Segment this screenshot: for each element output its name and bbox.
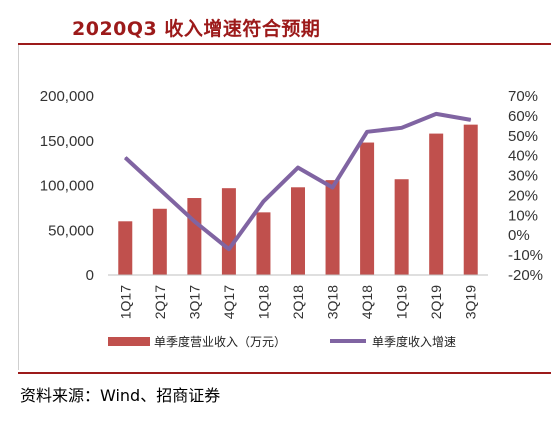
line-point: [332, 186, 334, 188]
left-tick-label: 100,000: [40, 178, 94, 195]
left-tick-label: 50,000: [48, 222, 94, 239]
x-tick-label: 1Q18: [255, 285, 271, 319]
left-tick-label: 150,000: [40, 133, 94, 150]
legend-bar-swatch: [108, 337, 150, 346]
x-tick-label: 1Q17: [117, 285, 133, 319]
right-tick-label: 50%: [508, 128, 538, 145]
legend-bar-label: 单季度营业收入（万元）: [154, 334, 286, 349]
line-point: [124, 157, 126, 159]
x-tick-label: 4Q18: [359, 285, 375, 319]
left-tick-label: 200,000: [40, 88, 94, 105]
bar: [256, 212, 271, 275]
right-tick-label: 60%: [508, 108, 538, 125]
line-point: [262, 200, 264, 202]
right-tick-label: 0%: [508, 227, 530, 244]
bar: [152, 208, 167, 275]
right-tick-label: 10%: [508, 207, 538, 224]
bar: [429, 133, 444, 275]
x-tick-label: 3Q18: [325, 285, 341, 319]
right-axis-ticks: -20% -10% 0% 10% 20% 30% 40% 50% 60% 70%: [508, 88, 543, 284]
bar: [291, 187, 305, 275]
x-tick-label: 2Q18: [290, 285, 306, 319]
x-tick-label: 4Q17: [221, 285, 237, 319]
chart-frame: [18, 45, 551, 370]
bar: [187, 198, 202, 275]
chart-title: 2020Q3 收入增速符合预期: [72, 18, 321, 40]
left-tick-label: 0: [86, 267, 94, 284]
line-point: [435, 113, 437, 115]
line-point: [401, 127, 403, 129]
bar: [221, 188, 236, 275]
left-axis-ticks: 0 50,000 100,000 150,000 200,000: [40, 88, 94, 284]
title-rule: [18, 43, 551, 45]
line-point: [193, 220, 195, 222]
line-point: [366, 131, 368, 133]
right-tick-label: -10%: [508, 247, 543, 264]
x-tick-label: 3Q17: [186, 285, 202, 319]
bar-series: [118, 124, 478, 275]
line-point: [470, 119, 472, 121]
right-tick-label: 70%: [508, 88, 538, 105]
source-note: 资料来源：Wind、招商证券: [20, 386, 221, 405]
right-tick-label: 20%: [508, 187, 538, 204]
legend: 单季度营业收入（万元） 单季度收入增速: [108, 334, 456, 349]
bar: [463, 124, 478, 275]
x-tick-label: 1Q19: [394, 285, 410, 319]
right-tick-label: -20%: [508, 267, 543, 284]
bar: [325, 180, 340, 275]
bar: [394, 179, 409, 275]
right-tick-label: 40%: [508, 148, 538, 165]
line-point: [297, 167, 299, 169]
bar: [118, 221, 133, 275]
bar: [360, 142, 375, 275]
x-tick-label: 2Q17: [152, 285, 168, 319]
x-tick-label: 2Q19: [428, 285, 444, 319]
line-point: [159, 188, 161, 190]
legend-line-label: 单季度收入增速: [372, 334, 456, 349]
x-axis-ticks: 1Q17 2Q17 3Q17 4Q17 1Q18 2Q18 3Q18 4Q18 1Q19 2Q19…: [117, 285, 478, 319]
line-point: [228, 248, 230, 250]
right-tick-label: 30%: [508, 168, 538, 185]
x-tick-label: 3Q19: [463, 285, 479, 319]
line-series: [123, 111, 472, 252]
footer-rule: [18, 372, 551, 374]
